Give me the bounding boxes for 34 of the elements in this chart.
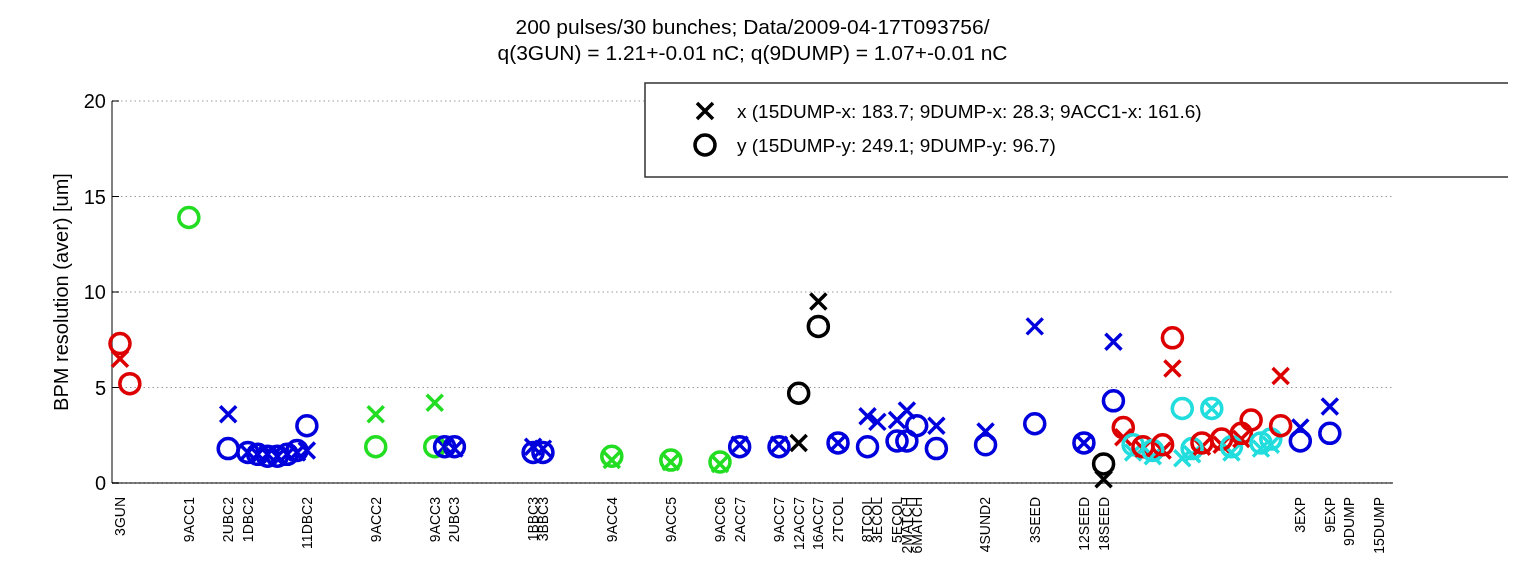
x-tick-label: 18SEED: [1095, 497, 1112, 551]
chart-subtitle: q(3GUN) = 1.21+-0.01 nC; q(9DUMP) = 1.07+-0.01 nC: [497, 41, 1008, 64]
x-tick-label: 9ACC4: [603, 496, 620, 543]
x-tick-label: 3SEED: [1026, 497, 1043, 543]
y-tick-label: 0: [94, 472, 106, 494]
y-tick-label: 5: [94, 376, 106, 399]
x-tick-label: 9ACC5: [662, 496, 679, 543]
chart-title: 200 pulses/30 bunches; Data/2009-04-17T093756/: [515, 15, 990, 38]
y-tick-label: 15: [83, 185, 106, 208]
x-tick-label: 2UBC2: [220, 496, 237, 543]
x-tick-label: 2ACC7: [731, 496, 748, 543]
y-tick-label: 20: [83, 90, 106, 112]
x-tick-label: 12SEED: [1075, 497, 1092, 551]
x-tick-label: 9ACC3: [426, 496, 443, 543]
y-axis-title: BPM resolution (aver) [um]: [50, 173, 72, 411]
legend-label: x (15DUMP-x: 183.7; 9DUMP-x: 28.3; 9ACC1-x: 161.6): [737, 100, 1202, 122]
y-tick-label: 10: [83, 281, 106, 303]
legend-label: y (15DUMP-y: 249.1; 9DUMP-y: 96.7): [737, 134, 1056, 156]
x-tick-label: 11DBC2: [298, 496, 315, 549]
x-tick-label: 4SUND2: [977, 496, 994, 553]
x-tick-label: 9ACC2: [367, 496, 384, 543]
x-tick-label: 9DUMP: [1341, 497, 1358, 547]
x-tick-label: 2UBC3: [446, 496, 463, 543]
x-tick-label: 16ACC7: [810, 496, 827, 550]
x-tick-label: 2TCOL: [829, 496, 846, 543]
x-tick-label: 1DBC2: [239, 496, 256, 543]
x-tick-label: 9ACC1: [180, 496, 197, 543]
x-tick-label: 12ACC7: [790, 496, 807, 550]
x-tick-label: 15DUMP: [1370, 497, 1387, 554]
x-tick-label: 9ACC7: [770, 496, 787, 543]
x-tick-label: 3EXP: [1292, 497, 1309, 533]
x-tick-label: 9ACC6: [711, 496, 728, 543]
x-tick-label: 9EXP: [1321, 497, 1338, 533]
x-tick-label: 3GUN: [111, 497, 128, 536]
